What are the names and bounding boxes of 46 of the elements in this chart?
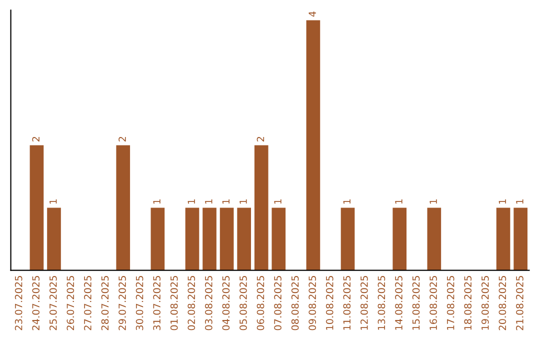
x-tick-label: 24.07.2025 xyxy=(32,276,40,330)
data-label: 2 xyxy=(256,136,264,142)
x-tick-label: 27.07.2025 xyxy=(84,276,92,330)
x-tick-label: 12.08.2025 xyxy=(360,276,368,330)
x-tick-label: 18.08.2025 xyxy=(464,276,472,330)
data-label: 1 xyxy=(188,199,195,204)
x-tick-label: 08.08.2025 xyxy=(291,276,299,330)
data-label: 2 xyxy=(118,136,126,142)
x-tick-label: 31.07.2025 xyxy=(153,276,160,330)
x-tick-label: 11.08.2025 xyxy=(343,276,351,330)
data-label: 2 xyxy=(32,136,40,142)
data-label: 1 xyxy=(343,199,350,204)
x-tick-label: 13.08.2025 xyxy=(378,276,386,330)
x-tick-label: 20.08.2025 xyxy=(498,276,506,330)
x-tick-label: 04.08.2025 xyxy=(222,276,230,330)
x-tick-label: 23.07.2025 xyxy=(14,276,22,330)
data-label: 1 xyxy=(395,199,402,204)
x-tick-label: 06.08.2025 xyxy=(256,276,264,330)
x-tick-label: 17.08.2025 xyxy=(446,276,454,330)
data-label: 1 xyxy=(240,199,247,204)
data-label: 1 xyxy=(430,199,437,204)
x-tick-label: 26.07.2025 xyxy=(66,276,74,330)
x-tick-label: 14.08.2025 xyxy=(395,276,402,330)
x-tick-label: 29.07.2025 xyxy=(118,276,126,330)
data-label: 1 xyxy=(153,199,160,204)
x-tick-label: 19.08.2025 xyxy=(481,276,489,330)
x-tick-label: 30.07.2025 xyxy=(136,276,144,330)
data-label: 1 xyxy=(498,199,506,204)
x-tick-label: 07.08.2025 xyxy=(274,276,282,330)
x-tick-label: 03.08.2025 xyxy=(204,276,212,330)
data-label: 1 xyxy=(50,199,57,204)
x-tick-label: 10.08.2025 xyxy=(326,276,334,330)
data-label: 1 xyxy=(222,199,230,204)
x-tick-label: 21.08.2025 xyxy=(516,276,524,330)
data-label: 4 xyxy=(308,11,316,17)
data-label: 1 xyxy=(516,199,524,204)
data-label: 1 xyxy=(205,199,212,204)
x-tick-label: 09.08.2025 xyxy=(308,276,316,330)
x-tick-label: 15.08.2025 xyxy=(412,276,420,330)
x-tick-label: 28.07.2025 xyxy=(101,276,109,330)
data-label: 1 xyxy=(274,199,282,204)
x-tick-label: 01.08.2025 xyxy=(170,276,178,330)
x-tick-label: 02.08.2025 xyxy=(188,276,196,330)
x-tick-label: 25.07.2025 xyxy=(49,276,57,330)
x-tick-label: 16.08.2025 xyxy=(430,276,437,330)
x-tick-label: 05.08.2025 xyxy=(240,276,247,330)
